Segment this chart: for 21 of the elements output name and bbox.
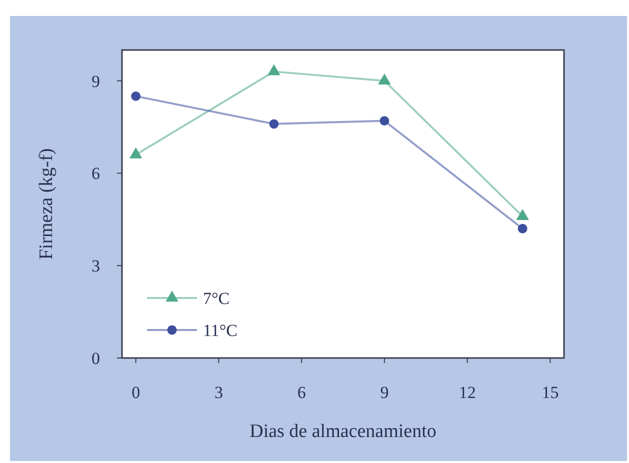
x-tick-label: 9: [380, 383, 389, 402]
y-axis-title: Firmeza (kg-f): [36, 148, 57, 260]
x-tick-label: 6: [297, 383, 306, 402]
point: [380, 116, 390, 126]
point: [518, 224, 528, 234]
point: [378, 73, 391, 84]
x-axis-title: Dias de almacenamiento: [250, 421, 436, 442]
x-tick-label: 15: [542, 383, 559, 402]
y-tick-label: 6: [92, 164, 100, 184]
point: [269, 119, 279, 129]
x-tick-label: 3: [214, 383, 223, 402]
legend-label: 7°C: [203, 288, 230, 308]
legend-label: 11°C: [203, 320, 238, 340]
x-tick-label: 12: [458, 383, 476, 402]
point: [129, 147, 142, 158]
point: [131, 91, 141, 101]
x-tick-label: 0: [132, 383, 140, 402]
y-tick-label: 3: [92, 256, 100, 276]
y-tick-label: 9: [92, 72, 100, 91]
point: [268, 64, 280, 76]
y-tick-label: 0: [92, 348, 100, 368]
